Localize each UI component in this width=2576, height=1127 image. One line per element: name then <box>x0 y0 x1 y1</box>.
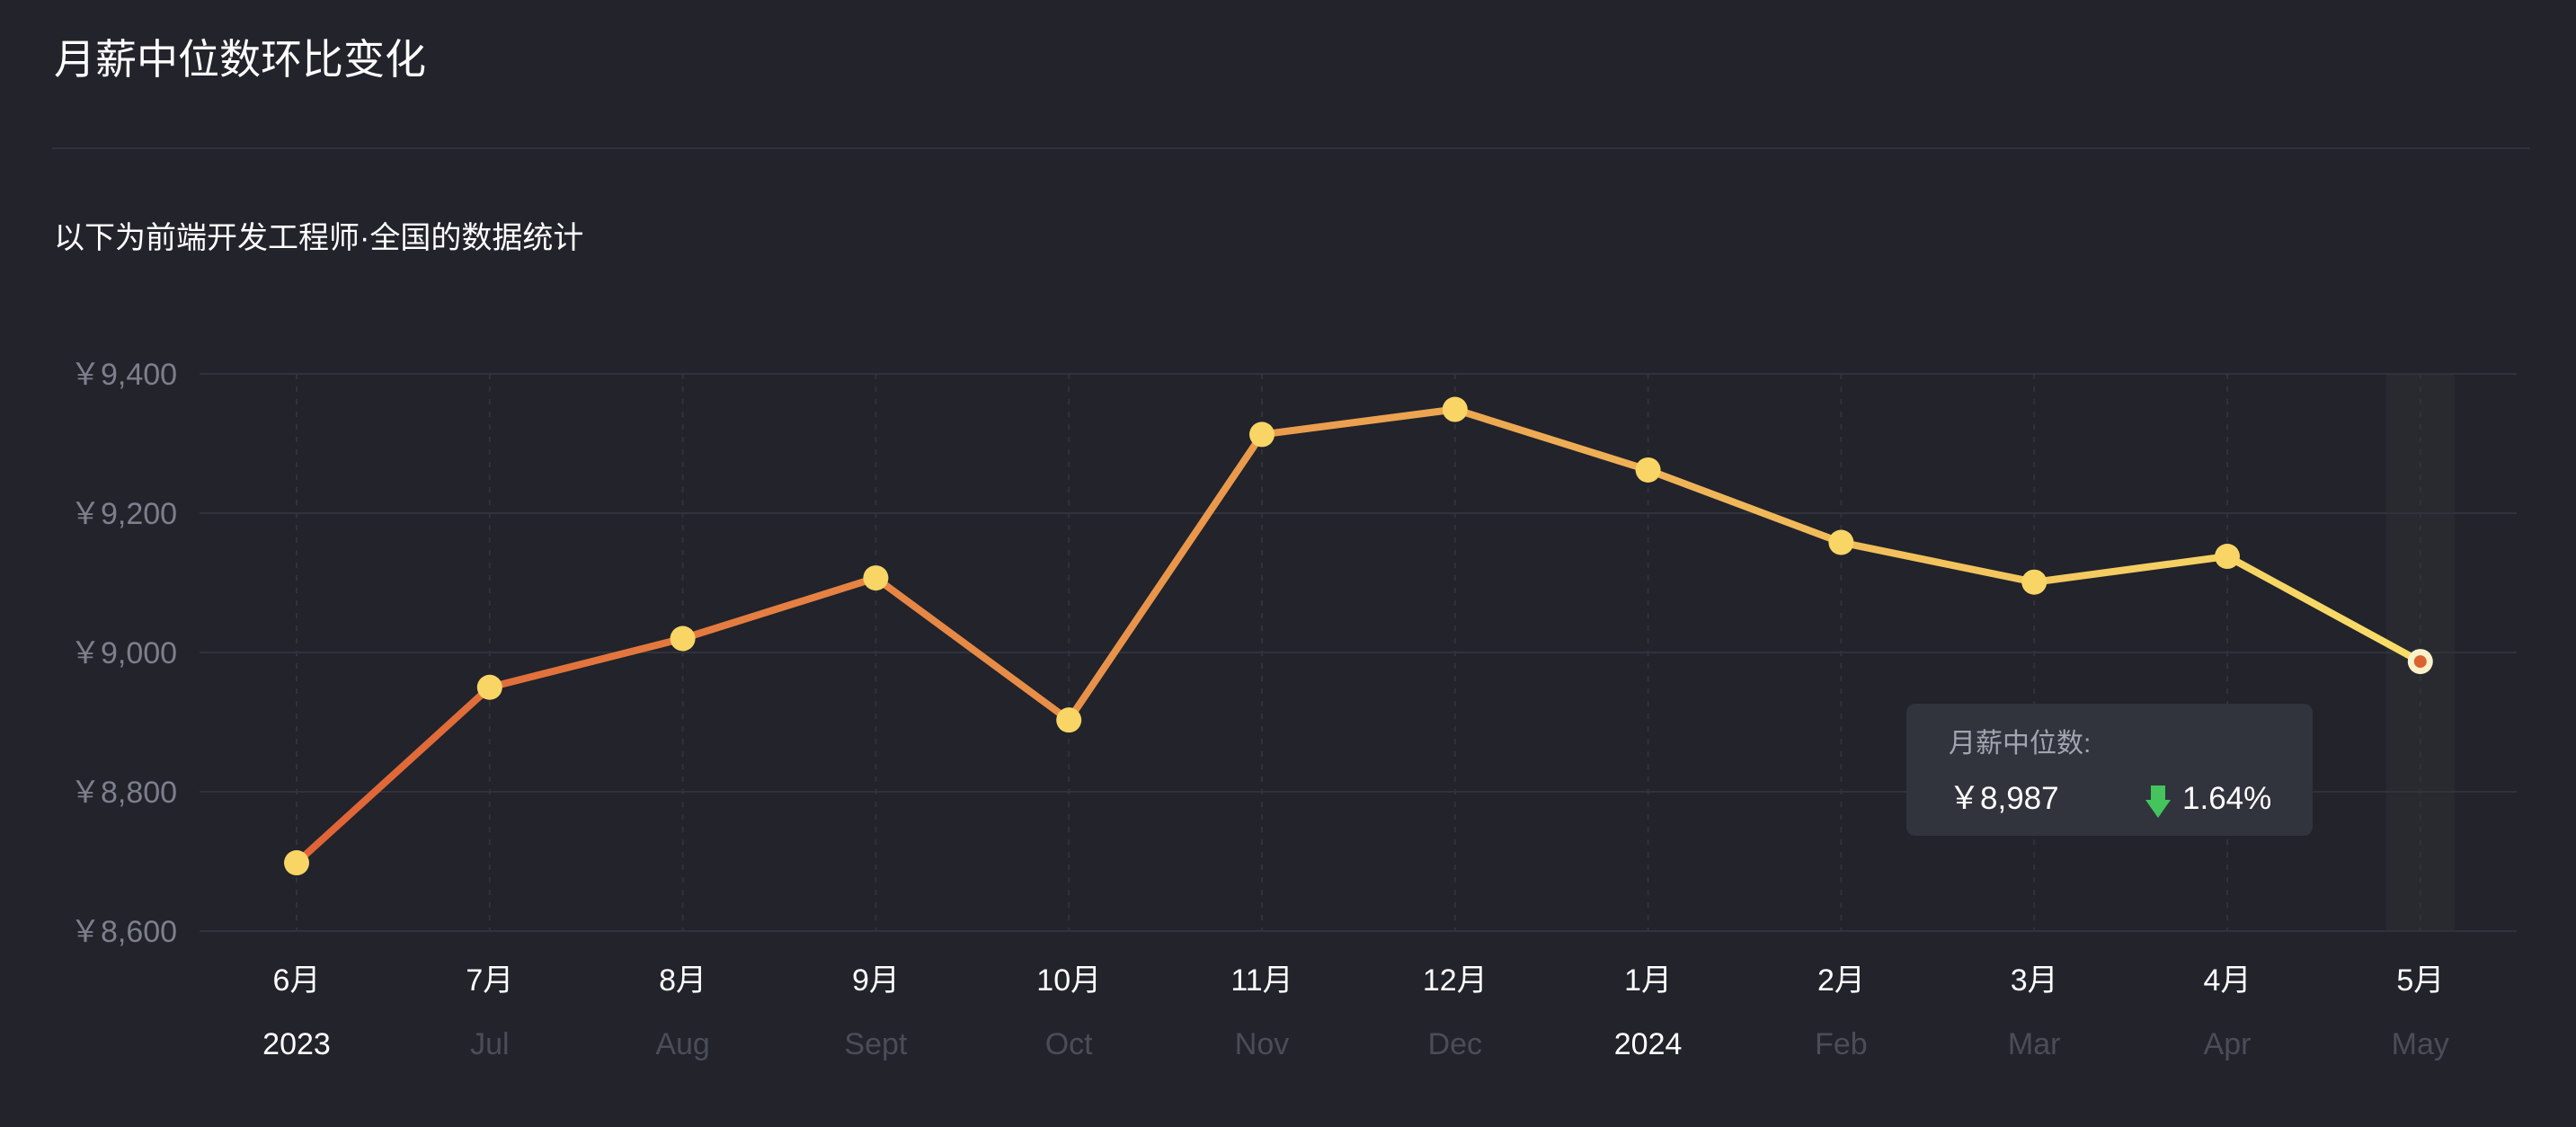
data-point-highlighted-center <box>2413 655 2427 669</box>
data-points <box>284 396 2433 876</box>
y-tick-label: ￥8,600 <box>70 915 177 949</box>
x-tick-label: 8月 <box>659 963 706 998</box>
grid <box>200 373 2517 932</box>
chart-subtitle: 以下为前端开发工程师·全国的数据统计 <box>54 221 583 255</box>
x-tick-label: 3月 <box>2011 963 2058 998</box>
x-tick-sublabel: Jul <box>470 1027 509 1061</box>
tooltip-label: 月薪中位数: <box>1949 729 2091 759</box>
x-tick-sublabel: Aug <box>655 1027 710 1061</box>
x-tick-label: 9月 <box>852 963 900 998</box>
tooltip-value: ￥8,987 <box>1949 781 2059 816</box>
x-tick-sublabel: Apr <box>2204 1027 2252 1061</box>
series-line <box>293 405 2424 867</box>
x-tick-sublabel: Mar <box>2008 1027 2061 1061</box>
y-axis: ￥8,600 ￥8,800 ￥9,000 ￥9,200 ￥9,400 <box>70 358 177 949</box>
down-arrow-icon <box>2145 785 2171 818</box>
x-tick-sublabel: Nov <box>1235 1027 1289 1061</box>
tooltip: 月薪中位数: ￥8,987 1.64% <box>1906 704 2313 836</box>
tooltip-background <box>1906 704 2313 836</box>
data-point[interactable] <box>1442 396 1468 422</box>
y-tick-label: ￥8,800 <box>70 776 177 810</box>
data-point[interactable] <box>284 850 309 876</box>
x-tick-sublabel: 2023 <box>262 1027 331 1061</box>
data-point[interactable] <box>1249 422 1275 448</box>
x-tick-sublabel: Feb <box>1815 1027 1868 1061</box>
data-point[interactable] <box>670 626 696 652</box>
x-tick-sublabel: May <box>2392 1027 2449 1061</box>
y-tick-label: ￥9,200 <box>70 497 177 531</box>
x-tick-label: 7月 <box>466 963 513 998</box>
x-tick-sublabel: Dec <box>1428 1027 1482 1061</box>
y-tick-label: ￥9,400 <box>70 358 177 392</box>
chart-title: 月薪中位数环比变化 <box>54 36 426 83</box>
data-point[interactable] <box>1828 529 1854 555</box>
x-tick-sublabel: Oct <box>1045 1027 1093 1061</box>
x-tick-sublabel: 2024 <box>1614 1027 1683 1061</box>
data-point[interactable] <box>476 674 502 700</box>
x-tick-label: 5月 <box>2396 963 2444 998</box>
data-point[interactable] <box>2215 544 2240 570</box>
data-point[interactable] <box>1056 707 1082 733</box>
x-tick-label: 1月 <box>1624 963 1672 998</box>
data-point[interactable] <box>863 565 889 591</box>
data-point[interactable] <box>1635 457 1661 483</box>
x-axis: 6月 2023 7月 Jul 8月 Aug 9月 Sept 10月 Oct 11月 Nov 12月 Dec… <box>262 963 2449 1061</box>
x-tick-label: 2月 <box>1817 963 1865 998</box>
x-tick-label: 12月 <box>1423 963 1488 998</box>
x-tick-label: 10月 <box>1036 963 1101 998</box>
y-tick-label: ￥9,000 <box>70 636 177 670</box>
x-tick-label: 6月 <box>273 963 321 998</box>
x-tick-label: 11月 <box>1230 963 1292 998</box>
data-point[interactable] <box>2021 569 2047 595</box>
x-tick-sublabel: Sept <box>844 1027 907 1061</box>
x-tick-label: 4月 <box>2204 963 2252 998</box>
tooltip-change: 1.64% <box>2182 781 2271 816</box>
